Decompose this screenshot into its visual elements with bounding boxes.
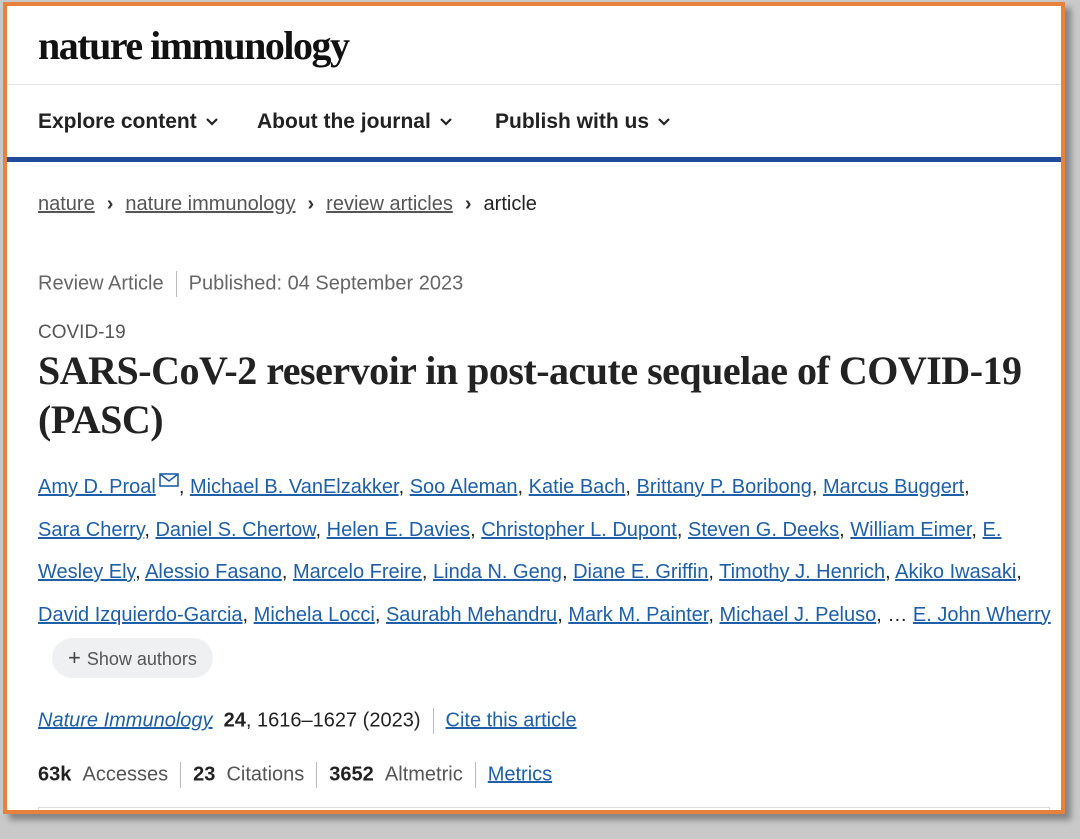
volume: 24 [223,709,246,732]
altmetric-label: Altmetric [384,763,463,786]
journal-link[interactable]: Nature Immunology [38,709,213,732]
masthead: nature immunology [7,6,1061,85]
author-link[interactable]: Christopher L. Dupont [481,518,677,541]
show-authors-label: Show authors [86,648,197,669]
author-link[interactable]: Marcelo Freire [292,561,422,583]
accesses-label: Accesses [82,763,169,786]
breadcrumb: nature › nature immunology › review articles… [38,193,537,216]
author-link[interactable]: Katie Bach [528,476,626,498]
main-nav: Explore content About the journal Publis… [7,85,1061,162]
divider [316,762,318,788]
divider [474,762,476,788]
journal-logo[interactable]: nature immunology [38,23,350,68]
nav-item-label: About the journal [257,110,431,133]
author-link[interactable]: David Izquierdo-Garcia [38,603,243,626]
author-link[interactable]: Akiko Iwasaki [895,561,1017,583]
author-link[interactable]: Timothy J. Henrich [719,561,886,583]
author-link[interactable]: Diane E. Griffin [573,561,709,583]
author-link[interactable]: Linda N. Geng [433,561,562,583]
author-link[interactable]: Saurabh Mehandru [385,603,558,626]
metrics-link[interactable]: Metrics [487,763,553,786]
content-panel-edge [38,807,1050,810]
author-ellipsis: … [887,603,908,626]
citations-label: Citations [226,763,305,786]
divider [432,708,434,734]
page-frame: nature immunology Explore content About … [3,2,1065,814]
author-link[interactable]: William Eimer [850,518,972,541]
chevron-right-icon: › [307,193,315,215]
chevron-right-icon: › [106,193,114,215]
author-link[interactable]: Marcus Buggert [822,476,965,498]
author-link[interactable]: Michael B. VanElzakker [189,476,399,498]
breadcrumb-link-review-articles[interactable]: review articles [326,193,453,215]
author-link[interactable]: Alessio Fasano [145,561,282,583]
author-link[interactable]: Helen E. Davies [326,518,471,541]
article-title: SARS-CoV-2 reservoir in post-acute seque… [38,348,1022,442]
author-link[interactable]: E. John Wherry [912,603,1051,626]
breadcrumb-link-nature[interactable]: nature [38,193,95,215]
mail-icon[interactable] [159,473,179,487]
accesses-value: 63k [38,763,72,786]
author-link[interactable]: Brittany P. Boribong [636,476,812,498]
nav-explore-content[interactable]: Explore content [38,110,219,134]
author-list: Amy D. Proal, Michael B. VanElzakker, So… [38,466,1053,679]
author-link[interactable]: Sara Cherry [38,518,145,541]
citation-line: Nature Immunology 24, 1616–1627 (2023) Ci… [38,708,577,734]
chevron-down-icon [658,118,670,127]
show-authors-button[interactable]: + Show authors [52,637,213,678]
chevron-right-icon: › [464,193,472,215]
article-subject[interactable]: COVID-19 [38,322,126,343]
cite-this-article-link[interactable]: Cite this article [445,709,577,732]
divider [180,762,182,788]
breadcrumb-current: article [483,193,537,215]
author-link[interactable]: Daniel S. Chertow [155,518,316,541]
author-link[interactable]: E. Wesley Ely [38,518,1002,584]
author-link[interactable]: Steven G. Deeks [687,518,840,541]
nav-publish-with-us[interactable]: Publish with us [495,110,671,134]
breadcrumb-link-nature-immunology[interactable]: nature immunology [125,193,296,215]
citations-value: 23 [193,763,216,786]
chevron-down-icon [205,118,218,127]
nav-item-label: Publish with us [495,110,650,133]
plus-icon: + [68,644,81,670]
altmetric-value: 3652 [329,763,374,786]
article-meta: Review Article Published: 04 September 20… [38,271,463,297]
published-date: Published: 04 September 2023 [188,272,464,295]
nav-about-journal[interactable]: About the journal [257,110,453,134]
divider [175,271,177,297]
nav-item-label: Explore content [38,110,197,133]
pages-year: , 1616–1627 (2023) [245,709,421,732]
chevron-down-icon [440,118,452,127]
author-link[interactable]: Soo Aleman [409,476,518,498]
author-link[interactable]: Mark M. Painter [568,603,709,626]
metrics-bar: 63k Accesses 23 Citations 3652 Altmetric Me… [38,762,552,788]
author-link[interactable]: Amy D. Proal [38,476,156,498]
article-type: Review Article [38,272,164,295]
author-link[interactable]: Michela Locci [253,603,375,626]
author-link[interactable]: Michael J. Peluso [719,603,877,626]
